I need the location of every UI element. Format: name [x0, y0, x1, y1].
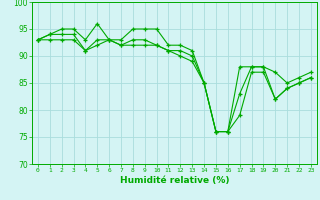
X-axis label: Humidité relative (%): Humidité relative (%) [120, 176, 229, 185]
